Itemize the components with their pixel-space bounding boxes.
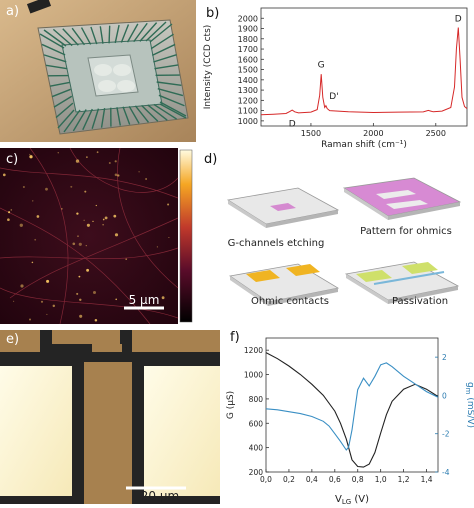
step-2-illustration (344, 178, 460, 220)
panel-c-afm-map: 5 µm c) (0, 148, 196, 324)
transfer-y-tick-label: 1200 (244, 346, 263, 355)
transfer-y-tick-label: 800 (249, 395, 264, 404)
raman-plot-frame (261, 8, 467, 126)
panel-c-label: c) (6, 152, 18, 167)
panel-d-label: d) (204, 152, 217, 167)
raman-y-tick-label: 1200 (238, 96, 258, 105)
transfer-y2-tick-label: -2 (442, 430, 450, 439)
transfer-y-tick-label: 200 (249, 468, 264, 477)
transfer-x-tick-label: 1,0 (375, 475, 387, 484)
afm-color-bar (180, 150, 192, 322)
raman-y-tick-label: 1900 (238, 25, 258, 34)
raman-y-tick-label: 1500 (238, 66, 258, 75)
raman-y-tick-label: 1000 (238, 117, 258, 126)
transfer-y2-axis-label: gm (mS/V) (464, 382, 474, 428)
micrograph-image: 20 µm (0, 330, 220, 504)
panel-d-process-steps: G-channels etching Pattern for ohmics Oh… (198, 150, 474, 326)
transfer-x-axis-label: VLG (V) (335, 494, 369, 504)
panel-a-photo: a) (0, 0, 196, 142)
transfer-y2-tick-label: 2 (442, 353, 447, 362)
transfer-y2-tick-label: 0 (442, 391, 447, 400)
panel-b-label: b) (206, 6, 219, 21)
raman-y-tick-label: 1300 (238, 86, 258, 95)
raman-peak-label: D (455, 14, 462, 24)
micrograph-scale-bar-label: 20 µm (141, 489, 179, 503)
transfer-x-tick-label: 0,6 (329, 475, 341, 484)
step-1-label: G-channels etching (228, 238, 325, 249)
device-photo (0, 0, 196, 142)
transconductance-series-line (266, 363, 438, 450)
transfer-x-tick-label: 0,2 (283, 475, 295, 484)
transfer-plot-frame (266, 338, 438, 472)
step-4-label: Passivation (392, 296, 448, 307)
transfer-x-tick-label: 1,2 (398, 475, 410, 484)
transfer-y-tick-label: 400 (249, 444, 264, 453)
panel-a-label: a) (6, 4, 19, 19)
panel-e-micrograph: 20 µm e) (0, 330, 220, 504)
raman-x-tick-label: 1500 (301, 129, 321, 138)
afm-image: 5 µm (0, 148, 196, 324)
transfer-y2-tick-label: -4 (442, 468, 450, 477)
afm-scale-bar-label: 5 µm (129, 293, 160, 307)
raman-x-tick-label: 2500 (426, 129, 446, 138)
transfer-y-tick-label: 1000 (244, 371, 263, 380)
step-2-label: Pattern for ohmics (360, 226, 452, 237)
raman-y-tick-label: 1700 (238, 45, 258, 54)
raman-x-tick-label: 2000 (363, 129, 383, 138)
raman-y-tick-label: 1600 (238, 55, 258, 64)
step-3-label: Ohmic contacts (251, 296, 329, 307)
raman-peak-label: D (289, 120, 296, 130)
raman-series-line (261, 28, 467, 115)
panel-e-label: e) (6, 332, 19, 347)
raman-peak-label: D' (329, 92, 338, 102)
raman-y-tick-label: 1100 (238, 107, 258, 116)
raman-y-tick-label: 1800 (238, 35, 258, 44)
panel-f-label: f) (230, 330, 240, 345)
raman-peak-label: G (318, 61, 325, 71)
transfer-y-tick-label: 600 (249, 419, 264, 428)
raman-x-axis-label: Raman shift (cm⁻¹) (321, 140, 407, 150)
transfer-x-tick-label: 1,4 (421, 475, 433, 484)
process-diagram: G-channels etching Pattern for ohmics Oh… (198, 150, 474, 326)
raman-y-tick-label: 1400 (238, 76, 258, 85)
raman-y-tick-label: 2000 (238, 14, 258, 23)
transfer-x-tick-label: 0,8 (352, 475, 364, 484)
step-1-illustration (228, 188, 338, 228)
transfer-x-tick-label: 0,4 (306, 475, 318, 484)
transfer-y-axis-label: G (µS) (226, 391, 236, 419)
raman-y-axis-label: Intensity (CCD cts) (203, 25, 213, 110)
conductance-series-line (266, 353, 438, 468)
